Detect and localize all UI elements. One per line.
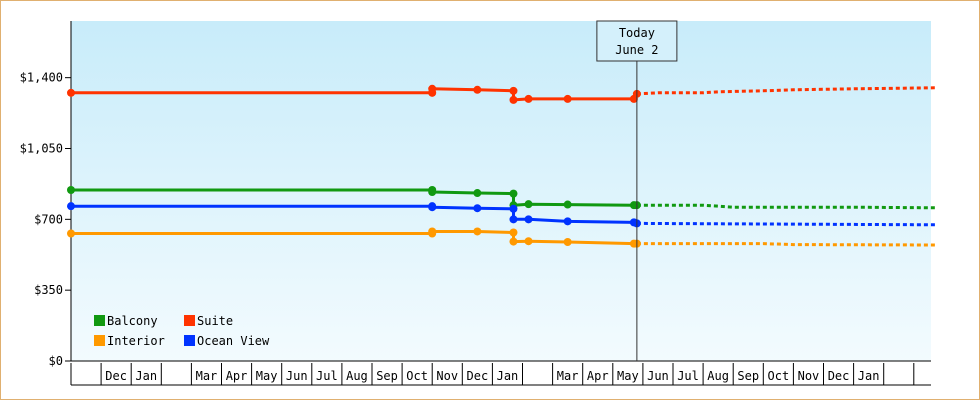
today-label-box <box>596 20 678 62</box>
series-suite-point <box>509 86 518 95</box>
x-month-label: Dec <box>828 369 850 383</box>
x-month-label: Dec <box>467 369 489 383</box>
x-month-label: Jan <box>135 369 157 383</box>
series-suite-forecast-line <box>636 86 935 96</box>
x-month-label: May <box>256 369 278 383</box>
x-month-label: Oct <box>406 369 428 383</box>
series-balcony-point <box>524 200 533 209</box>
series-interior-point <box>509 237 518 246</box>
legend-label-suite: Suite <box>197 314 233 328</box>
series-balcony-forecast-line <box>636 203 935 210</box>
x-month-label: Sep <box>376 369 398 383</box>
series-balcony-point <box>67 185 75 194</box>
series-suite-point <box>428 84 437 93</box>
legend-label-ocean-view: Ocean View <box>197 334 270 348</box>
x-month-label: Jun <box>647 369 669 383</box>
today-label-line1: Today <box>619 26 655 40</box>
x-month-label: Oct <box>768 369 790 383</box>
legend-swatch-balcony <box>94 315 105 326</box>
legend-label-interior: Interior <box>107 334 165 348</box>
x-month-label: Dec <box>105 369 127 383</box>
x-month-label: Aug <box>346 369 368 383</box>
series-suite-point <box>524 94 533 103</box>
series-ocean-view-point <box>524 215 533 224</box>
x-month-label: Jun <box>286 369 308 383</box>
series-balcony-point <box>428 188 437 197</box>
series-interior-point <box>473 227 482 236</box>
series-interior-forecast-line <box>636 242 935 247</box>
x-month-label: Apr <box>226 369 248 383</box>
series-interior-point <box>524 237 533 246</box>
series-interior-point <box>509 228 518 237</box>
x-month-label: Jan <box>858 369 880 383</box>
y-tick-label: $1,400 <box>20 71 63 85</box>
x-month-label: Apr <box>587 369 609 383</box>
series-ocean-view-point <box>563 217 572 226</box>
series-ocean-view-point <box>67 202 75 211</box>
series-suite-point <box>563 94 572 103</box>
x-month-label: Mar <box>196 369 218 383</box>
x-month-label: Nov <box>436 369 458 383</box>
series-ocean-view-forecast-line <box>636 221 935 227</box>
series-ocean-view-point <box>473 204 482 213</box>
x-month-label: May <box>617 369 639 383</box>
y-tick-label: $0 <box>49 354 63 368</box>
series-ocean-view-point <box>509 215 518 224</box>
series-suite-point <box>509 95 518 104</box>
series-balcony-point <box>473 189 482 198</box>
x-month-label: Mar <box>557 369 579 383</box>
legend-label-balcony: Balcony <box>107 314 158 328</box>
legend-swatch-ocean-view <box>184 335 195 346</box>
legend-swatch-suite <box>184 315 195 326</box>
series-ocean-view-point <box>428 203 437 212</box>
x-month-label: Sep <box>737 369 759 383</box>
series-ocean-view-point <box>509 204 518 213</box>
series-suite-point <box>473 85 482 94</box>
series-interior-point <box>428 227 437 236</box>
x-month-label: Nov <box>798 369 820 383</box>
x-month-label: Jul <box>677 369 699 383</box>
series-suite-point <box>67 88 75 97</box>
y-tick-label: $700 <box>34 212 63 226</box>
x-month-label: Jul <box>316 369 338 383</box>
x-month-label: Jan <box>497 369 519 383</box>
series-balcony-point <box>563 200 572 209</box>
legend-swatch-interior <box>94 335 105 346</box>
series-interior-point <box>67 229 75 238</box>
x-month-label: Aug <box>707 369 729 383</box>
series-interior-point <box>563 238 572 246</box>
today-label-line2: June 2 <box>615 43 658 57</box>
y-tick-label: $350 <box>34 283 63 297</box>
y-tick-label: $1,050 <box>20 142 63 156</box>
series-balcony-point <box>509 189 518 198</box>
